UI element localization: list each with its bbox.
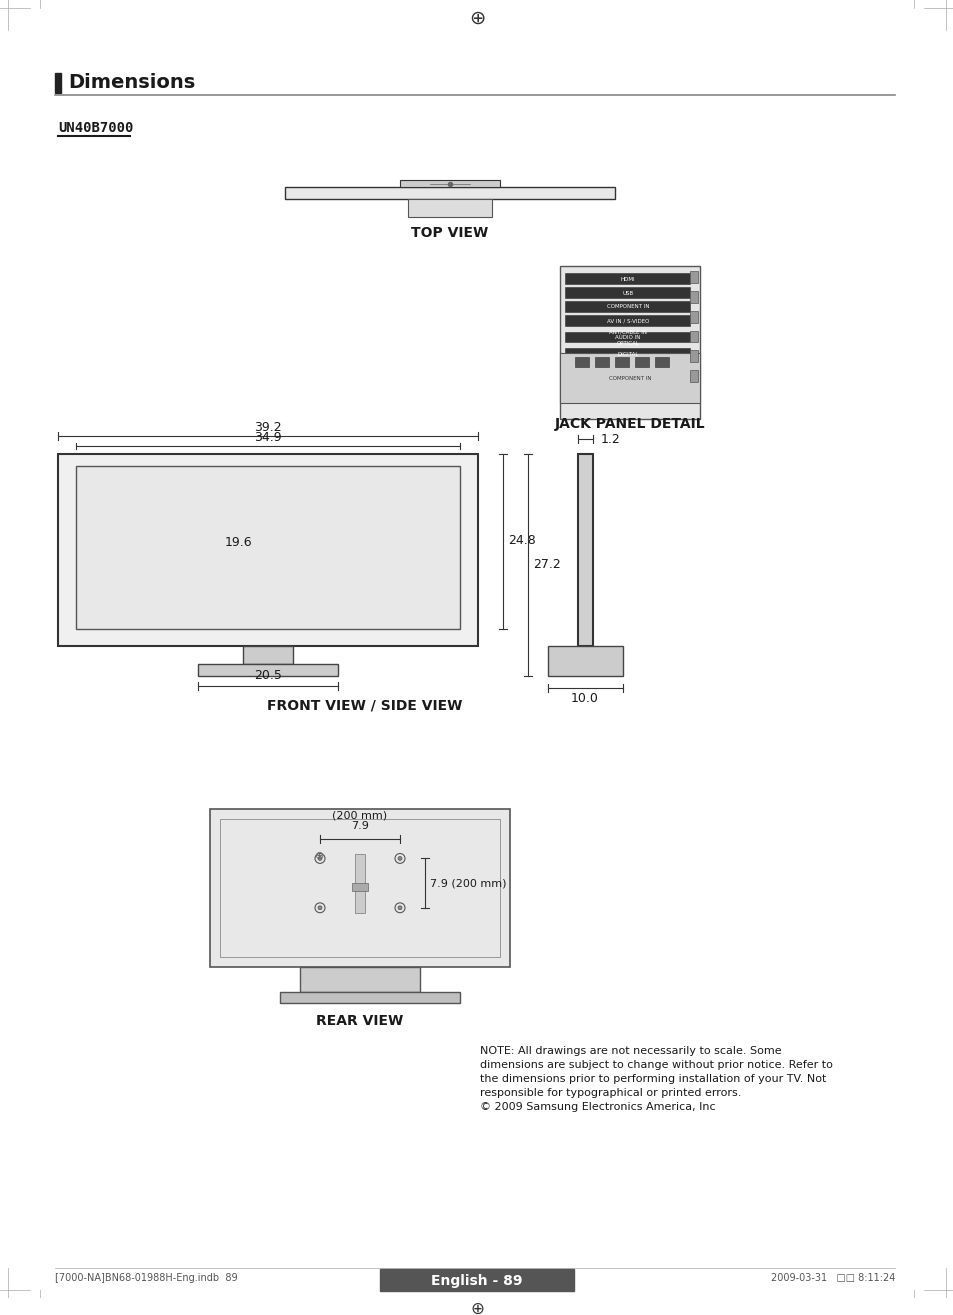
Text: 10.0: 10.0	[571, 692, 598, 705]
Text: 2009-03-31   □□ 8:11:24: 2009-03-31 □□ 8:11:24	[770, 1273, 894, 1283]
Bar	[408, 200, 492, 217]
Bar	[559, 354, 700, 402]
Text: Dimensions: Dimensions	[68, 74, 195, 92]
Text: 7.9 (200 mm): 7.9 (200 mm)	[430, 878, 506, 888]
Text: FRONT VIEW / SIDE VIEW: FRONT VIEW / SIDE VIEW	[267, 698, 462, 713]
Circle shape	[317, 856, 322, 860]
Text: ⊕: ⊕	[470, 1299, 483, 1315]
Bar	[355, 853, 365, 913]
Bar	[559, 267, 700, 419]
Bar	[564, 331, 689, 342]
Text: UN40B7000: UN40B7000	[58, 121, 133, 135]
Text: USB: USB	[621, 291, 633, 296]
Bar	[689, 350, 698, 362]
Bar	[689, 330, 698, 342]
Text: English - 89: English - 89	[431, 1274, 522, 1287]
Text: HDMI: HDMI	[620, 276, 635, 281]
Text: COMPONENT IN: COMPONENT IN	[608, 376, 651, 381]
Text: 1.2: 1.2	[600, 433, 620, 446]
Bar	[564, 274, 689, 284]
Bar	[220, 819, 499, 957]
Text: (200 mm): (200 mm)	[332, 811, 387, 821]
Bar	[352, 884, 368, 892]
Bar	[655, 358, 668, 367]
Bar	[243, 646, 293, 664]
Bar	[547, 646, 622, 676]
Bar	[55, 74, 61, 93]
Text: ANT/CABLE IN
AUDIO IN
OPTICAL: ANT/CABLE IN AUDIO IN OPTICAL	[608, 329, 646, 346]
Bar	[689, 271, 698, 283]
Bar	[210, 809, 510, 967]
Bar	[76, 466, 459, 629]
Bar	[575, 358, 588, 367]
Bar	[399, 180, 499, 188]
Bar	[285, 188, 615, 200]
Circle shape	[397, 856, 401, 860]
Bar	[564, 287, 689, 299]
Bar	[280, 992, 459, 1003]
Bar	[689, 310, 698, 322]
Text: 7.9: 7.9	[351, 821, 369, 831]
Bar	[595, 358, 608, 367]
Bar	[578, 454, 593, 646]
Text: 20.5: 20.5	[253, 669, 282, 681]
Bar	[379, 1269, 574, 1290]
Text: 19.6: 19.6	[224, 537, 252, 550]
Bar	[564, 301, 689, 312]
Bar	[689, 291, 698, 302]
Text: ⊕: ⊕	[315, 852, 324, 861]
Text: 27.2: 27.2	[533, 558, 560, 571]
Text: JACK PANEL DETAIL: JACK PANEL DETAIL	[554, 417, 704, 431]
Text: 39.2: 39.2	[253, 421, 281, 434]
Text: 34.9: 34.9	[253, 431, 281, 444]
Bar	[564, 348, 689, 359]
Text: DIGITAL: DIGITAL	[617, 351, 638, 356]
Circle shape	[397, 906, 401, 910]
Bar	[689, 370, 698, 381]
Text: COMPONENT IN: COMPONENT IN	[606, 304, 649, 309]
Bar	[299, 967, 419, 992]
Text: [7000-NA]BN68-01988H-Eng.indb  89: [7000-NA]BN68-01988H-Eng.indb 89	[55, 1273, 237, 1283]
Text: ⊕: ⊕	[468, 8, 485, 28]
Text: TOP VIEW: TOP VIEW	[411, 226, 488, 239]
Bar	[564, 314, 689, 326]
Text: 24.8: 24.8	[507, 534, 536, 547]
Circle shape	[317, 906, 322, 910]
Text: REAR VIEW: REAR VIEW	[316, 1014, 403, 1028]
Text: AV IN / S-VIDEO: AV IN / S-VIDEO	[606, 318, 648, 323]
Bar	[615, 358, 628, 367]
Bar	[198, 664, 337, 676]
Bar	[635, 358, 648, 367]
Text: NOTE: All drawings are not necessarily to scale. Some
dimensions are subject to : NOTE: All drawings are not necessarily t…	[479, 1045, 832, 1112]
Bar	[58, 454, 477, 646]
